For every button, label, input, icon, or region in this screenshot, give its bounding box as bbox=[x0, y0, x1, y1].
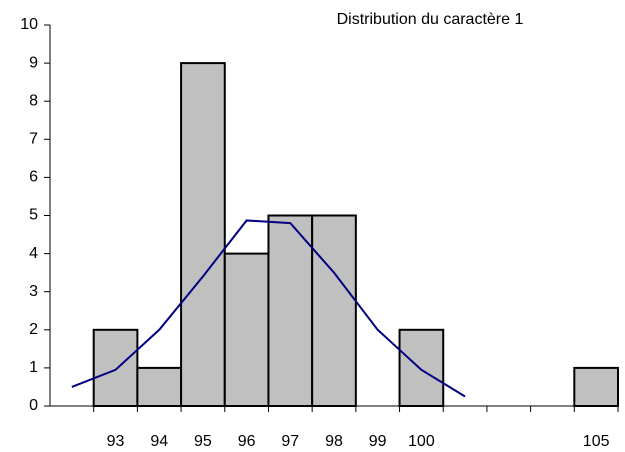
bar bbox=[223, 252, 270, 407]
x-tick-label: 93 bbox=[107, 433, 125, 450]
chart-title: Distribution du caractère 1 bbox=[337, 11, 524, 28]
x-tick-label: 98 bbox=[325, 433, 343, 450]
bar bbox=[136, 366, 183, 407]
bar bbox=[398, 328, 445, 407]
y-tick-label: 3 bbox=[29, 283, 38, 300]
bar bbox=[311, 214, 357, 407]
y-tick-label: 2 bbox=[29, 321, 38, 338]
y-tick-label: 1 bbox=[29, 359, 38, 376]
y-tick-label: 0 bbox=[29, 397, 38, 414]
curve bbox=[71, 219, 466, 398]
bar bbox=[267, 214, 314, 407]
x-tick-label: 97 bbox=[281, 433, 299, 450]
y-tick-label: 8 bbox=[29, 92, 38, 109]
bar bbox=[573, 366, 619, 407]
y-tick-label: 4 bbox=[29, 245, 38, 262]
x-tick-label: 95 bbox=[194, 433, 212, 450]
bar bbox=[180, 62, 226, 407]
x-tick-label: 94 bbox=[150, 433, 168, 450]
x-tick-label: 99 bbox=[369, 433, 387, 450]
x-tick-label: 105 bbox=[583, 433, 610, 450]
y-tick-label: 9 bbox=[29, 54, 38, 71]
y-tick-label: 10 bbox=[20, 16, 38, 33]
bar bbox=[92, 328, 139, 407]
y-tick-label: 6 bbox=[29, 169, 38, 186]
x-tick-label: 96 bbox=[238, 433, 256, 450]
x-tick-label: 100 bbox=[408, 433, 435, 450]
y-tick-label: 7 bbox=[29, 131, 38, 148]
y-tick-label: 5 bbox=[29, 207, 38, 224]
